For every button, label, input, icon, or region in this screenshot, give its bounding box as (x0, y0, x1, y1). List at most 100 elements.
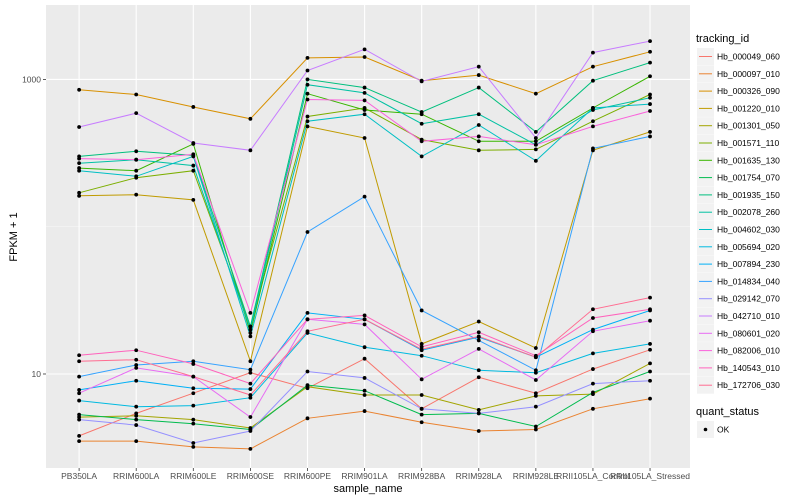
data-point-Hb_172706_030 (648, 295, 652, 300)
data-point-Hb_000097_010 (648, 396, 652, 401)
data-point-Hb_001301_050 (476, 408, 481, 412)
data-point-Hb_000326_090 (77, 87, 82, 92)
data-point-Hb_080601_020 (591, 329, 595, 334)
data-point-Hb_005694_020 (476, 368, 481, 373)
data-point-Hb_014834_040 (305, 230, 310, 234)
legend-label: Hb_000326_090 (717, 86, 780, 96)
data-point-Hb_001635_130 (305, 91, 310, 96)
data-point-Hb_080601_020 (419, 377, 424, 382)
x-axis-title: sample_name (333, 483, 402, 495)
data-point-Hb_172706_030 (248, 393, 253, 397)
data-point-Hb_002078_260 (648, 95, 652, 100)
data-point-Hb_007894_230 (191, 386, 196, 391)
data-point-Hb_080601_020 (533, 378, 538, 382)
data-point-Hb_001754_070 (533, 424, 538, 429)
x-tick-label: RRIM928LE (513, 471, 560, 481)
data-point-Hb_029142_070 (191, 441, 196, 445)
legend-label: Hb_082006_010 (717, 346, 780, 356)
data-point-Hb_001754_070 (362, 388, 367, 393)
data-point-Hb_172706_030 (362, 317, 367, 322)
data-point-Hb_001754_070 (77, 412, 82, 417)
data-point-Hb_000097_010 (191, 444, 196, 449)
data-point-Hb_005694_020 (648, 342, 652, 346)
data-point-Hb_004602_030 (591, 106, 595, 110)
data-point-Hb_001220_010 (191, 198, 196, 202)
data-point-Hb_140543_010 (591, 316, 595, 320)
data-point-Hb_172706_030 (476, 334, 481, 339)
data-point-Hb_000097_010 (362, 409, 367, 413)
data-point-Hb_004602_030 (648, 102, 652, 106)
data-point-Hb_029142_070 (305, 369, 310, 374)
legend-label: Hb_001935_150 (717, 190, 780, 200)
data-point-Hb_000049_060 (476, 375, 481, 380)
data-point-Hb_082006_010 (305, 97, 310, 102)
legend-label: Hb_001301_050 (717, 121, 780, 131)
legend: tracking_id Hb_000049_060Hb_000097_010Hb… (696, 33, 780, 438)
data-point-Hb_042710_010 (533, 136, 538, 140)
data-point-Hb_001220_010 (305, 124, 310, 129)
data-point-Hb_002078_260 (77, 161, 82, 166)
y-tick-label: 10 (32, 369, 42, 379)
data-point-Hb_172706_030 (305, 329, 310, 334)
data-point-Hb_014834_040 (248, 367, 253, 372)
y-axis: 1000 10 (22, 74, 46, 379)
data-point-Hb_082006_010 (476, 134, 481, 139)
x-tick-label: RRIM600PE (284, 471, 332, 481)
data-point-Hb_140543_010 (77, 353, 82, 358)
data-point-Hb_082006_010 (591, 124, 595, 129)
data-point-Hb_029142_070 (591, 381, 595, 386)
data-point-Hb_014834_040 (591, 146, 595, 151)
data-point-Hb_001935_150 (248, 324, 253, 329)
data-point-Hb_001935_150 (591, 78, 595, 83)
data-point-Hb_002078_260 (362, 90, 367, 95)
data-point-Hb_029142_070 (362, 376, 367, 380)
data-point-Hb_005694_020 (134, 404, 139, 409)
data-point-Hb_001301_050 (533, 393, 538, 398)
data-point-Hb_042710_010 (476, 64, 481, 69)
data-point-Hb_082006_010 (248, 310, 253, 315)
data-point-Hb_001301_050 (191, 417, 196, 422)
legend-label: Hb_005694_020 (717, 242, 780, 252)
data-point-Hb_001301_050 (648, 361, 652, 366)
data-point-Hb_002078_260 (191, 163, 196, 168)
data-point-Hb_172706_030 (77, 359, 82, 364)
x-tick-label: RRIM600LE (170, 471, 217, 481)
data-point-Hb_029142_070 (476, 411, 481, 416)
legend-items: Hb_000049_060 Hb_000097_010 Hb_000326_090 H… (697, 48, 780, 394)
data-point-Hb_004602_030 (533, 158, 538, 163)
data-point-Hb_014834_040 (419, 308, 424, 313)
data-point-Hb_001220_010 (362, 136, 367, 140)
data-point-Hb_004602_030 (362, 112, 367, 117)
data-point-Hb_001571_110 (476, 148, 481, 153)
x-axis: PB350LA RRIM600LA RRIM600LE RRIM600SE RRIM60… (61, 468, 690, 481)
data-point-Hb_172706_030 (533, 355, 538, 360)
data-point-Hb_001935_150 (134, 149, 139, 154)
data-point-Hb_140543_010 (362, 313, 367, 318)
data-point-Hb_029142_070 (419, 406, 424, 411)
legend-label: Hb_001571_110 (717, 138, 780, 148)
data-point-Hb_082006_010 (362, 98, 367, 103)
data-point-Hb_014834_040 (533, 368, 538, 373)
data-point-Hb_042710_010 (362, 47, 367, 52)
data-point-Hb_029142_070 (248, 429, 253, 433)
data-point-Hb_001935_150 (362, 85, 367, 90)
data-point-Hb_014834_040 (134, 363, 139, 367)
data-point-Hb_080601_020 (648, 318, 652, 323)
data-point-Hb_001935_150 (533, 130, 538, 134)
data-point-Hb_001754_070 (591, 390, 595, 395)
data-point-Hb_001935_150 (419, 110, 424, 114)
data-point-Hb_029142_070 (134, 423, 139, 427)
data-point-Hb_001571_110 (77, 190, 82, 195)
x-tick-label: RRII105LA_Stressed (610, 471, 690, 481)
data-point-Hb_000049_060 (191, 391, 196, 396)
data-point-Hb_029142_070 (77, 417, 82, 422)
data-point-Hb_002078_260 (476, 112, 481, 117)
series-points (77, 39, 652, 451)
data-point-Hb_007894_230 (305, 310, 310, 315)
legend-label: Hb_001754_070 (717, 173, 780, 183)
y-axis-title: FPKM + 1 (8, 212, 20, 261)
legend-title-quant-status: quant_status (696, 406, 759, 418)
data-point-Hb_001220_010 (77, 193, 82, 198)
data-point-Hb_140543_010 (476, 330, 481, 335)
data-point-Hb_004602_030 (248, 334, 253, 339)
